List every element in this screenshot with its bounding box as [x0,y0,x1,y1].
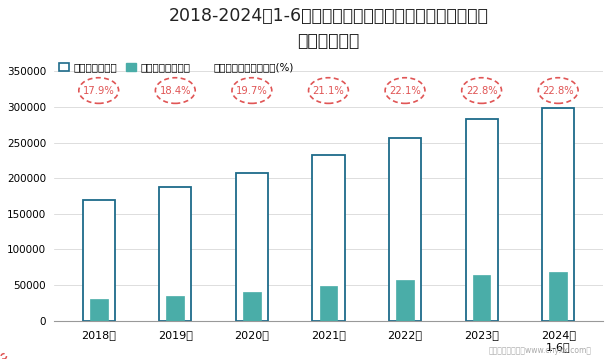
Bar [550,272,567,321]
Text: 18.4%: 18.4% [160,85,191,95]
Bar [82,200,115,321]
Bar [90,299,107,321]
Bar [167,296,184,321]
Bar [473,275,490,321]
Bar [396,280,414,321]
Text: 21.1%: 21.1% [312,85,344,95]
Bar [312,155,345,321]
Bar [465,119,498,321]
Bar [236,173,268,321]
Text: 19.7%: 19.7% [236,85,268,95]
Text: 制图：智研咨询（www.chyxx.com）: 制图：智研咨询（www.chyxx.com） [489,346,592,355]
Bar [243,292,260,321]
Bar [389,138,421,321]
Bar [320,286,337,321]
Title: 2018-2024年1-6月电力、热力、燃气及水生产和供应业企
业资产统计图: 2018-2024年1-6月电力、热力、燃气及水生产和供应业企 业资产统计图 [168,7,489,50]
Bar [159,187,192,321]
Bar [542,108,574,321]
Text: 22.8%: 22.8% [466,85,497,95]
Text: 17.9%: 17.9% [83,85,115,95]
Legend: 总资产（亿元）, 流动资产（亿元）, 流动资产占总资产比率(%): 总资产（亿元）, 流动资产（亿元）, 流动资产占总资产比率(%) [59,62,293,72]
Text: 22.8%: 22.8% [542,85,574,95]
Text: 22.1%: 22.1% [389,85,421,95]
